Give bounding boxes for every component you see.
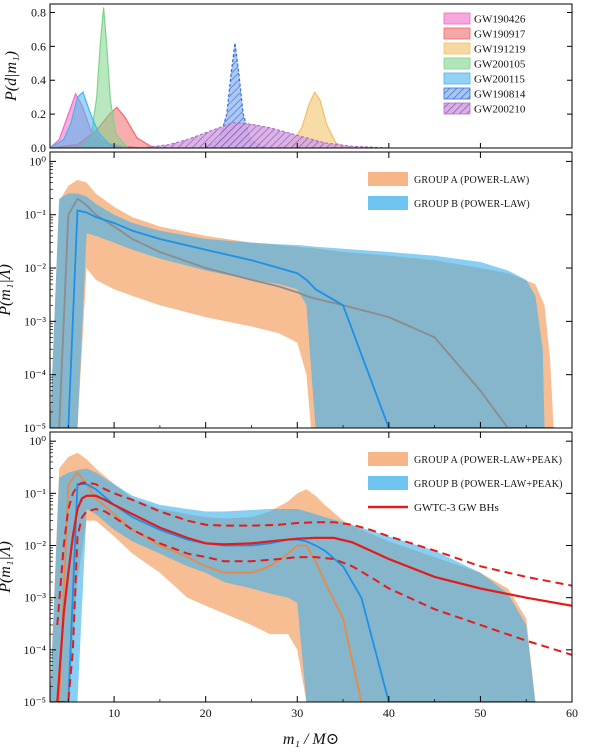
y-tick-label: 0.6: [31, 39, 46, 53]
top-plot-frame: [49, 3, 573, 149]
y-axis-title-top: P(d|m₁): [3, 51, 20, 102]
y-tick-label: 0.0: [31, 141, 46, 155]
legend-label: GW190917: [474, 29, 526, 41]
legend-top: GW190426 GW190917 GW191219 GW200105 GW200115…: [443, 12, 526, 116]
median-GROUP B (POWER-LAW+PEAK): [50, 483, 536, 702]
y-tick-label: 10⁻³: [24, 314, 46, 328]
legend-swatch: [443, 57, 471, 70]
posterior-GW200210: [141, 121, 389, 148]
y-tick-label: 10⁻⁵: [23, 421, 46, 435]
legend-label: GW200210: [474, 104, 526, 116]
y-tick-label: 0.4: [31, 73, 46, 87]
panel-bottom: 10⁻⁵ 10⁻⁴ 10⁻³ 10⁻² 10⁻¹ 10⁰ 10 20 30 40 50 60 GROUP…: [23, 431, 578, 720]
x-axis-title: m₁ / M⊙: [283, 731, 339, 748]
legend-swatch: [368, 196, 408, 210]
middle-plot-frame: [49, 151, 573, 429]
posterior-GW191219: [278, 90, 348, 148]
x-tick-label: 10: [108, 706, 120, 720]
y-tick-label: 10⁻⁴: [23, 368, 46, 382]
posterior-GW190814: [204, 42, 266, 148]
x-tick-label: 30: [291, 706, 303, 720]
x-tick-label: 40: [383, 706, 395, 720]
legend-swatch: [368, 172, 408, 186]
posterior-GW200115: [50, 91, 124, 148]
legend-label: GW191219: [474, 44, 526, 56]
legend-label: GROUP B (POWER-LAW): [414, 199, 530, 210]
panel-top: 0.00.20.40.60.8GW190426GW190917GW191219G…: [31, 3, 573, 155]
legend-bottom: GROUP A (POWER-LAW+PEAK) GROUP B (POWER-L…: [368, 452, 563, 514]
y-tick-label: 10⁻¹: [24, 486, 46, 500]
y-tick-label: 10⁻⁵: [23, 695, 46, 709]
legend-label: GWTC-3 GW BHs: [414, 502, 499, 514]
legend-label: GW190426: [474, 14, 526, 26]
y-axis-title-bottom: P(m₁|Λ): [0, 541, 14, 594]
band-GROUP B (POWER-LAW+PEAK): [50, 468, 536, 702]
median-GROUP A (POWER-LAW): [50, 197, 554, 428]
legend-swatch: [443, 72, 471, 85]
median-GROUP B (POWER-LAW): [50, 209, 545, 428]
y-tick-label: 10⁻²: [24, 261, 46, 275]
legend-swatch: [443, 42, 471, 55]
y-tick-label: 10⁻³: [24, 591, 46, 605]
legend-swatch: [443, 27, 471, 40]
median-GWTC-3 GW BHs: [56, 494, 572, 702]
x-tick-label: 50: [474, 706, 486, 720]
y-tick-label: 10⁰: [29, 434, 46, 448]
x-tick-label: 20: [200, 706, 212, 720]
legend-swatch: [368, 476, 408, 490]
y-axis-title-middle: P(m₁|Λ): [0, 264, 14, 317]
legend-swatch: [443, 12, 471, 25]
panel-middle: 10⁻⁵ 10⁻⁴ 10⁻³ 10⁻² 10⁻¹ 10⁰ GROUP A (POWER-LA…: [23, 151, 573, 435]
band-GROUP B (POWER-LAW): [50, 193, 545, 428]
legend-swatch: [443, 102, 471, 115]
upper-GWTC-3 GW BHs: [56, 481, 572, 626]
y-tick-label: 0.8: [31, 5, 46, 19]
x-tick-label: 60: [566, 706, 578, 720]
lower-GWTC-3 GW BHs: [57, 508, 572, 702]
y-tick-label: 10⁻²: [24, 539, 46, 553]
y-tick-label: 10⁻¹: [24, 208, 46, 222]
legend-label: GW200115: [474, 74, 525, 86]
y-tick-label: 10⁰: [29, 154, 46, 168]
legend-label: GROUP A (POWER-LAW): [414, 175, 529, 186]
posterior-GW200105: [81, 7, 129, 148]
legend-label: GW200105: [474, 59, 526, 71]
legend-label: GROUP A (POWER-LAW+PEAK): [414, 455, 562, 466]
y-tick-label: 10⁻⁴: [23, 643, 46, 657]
legend-middle: GROUP A (POWER-LAW) GROUP B (POWER-LAW): [368, 172, 530, 210]
legend-swatch: [443, 87, 471, 100]
y-tick-label: 0.2: [31, 107, 46, 121]
legend-swatch: [368, 452, 408, 466]
legend-label: GROUP B (POWER-LAW+PEAK): [414, 479, 563, 490]
legend-label: GW190814: [474, 89, 526, 101]
median-GROUP A (POWER-LAW+PEAK): [50, 471, 536, 702]
bottom-plot-frame: [49, 431, 573, 703]
